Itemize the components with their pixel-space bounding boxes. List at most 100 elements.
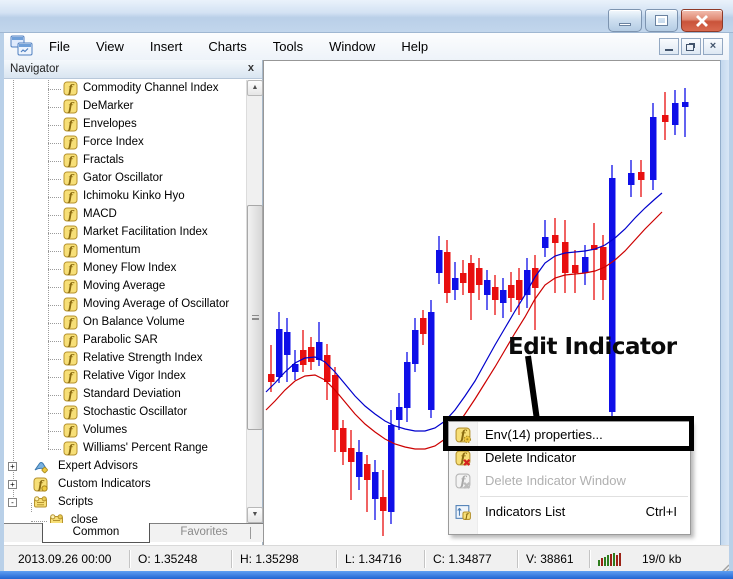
navigator-item[interactable]: f Momentum: [4, 242, 247, 260]
svg-text:f: f: [67, 389, 75, 402]
menu-bar: File View Insert Charts Tools Window Help ×: [4, 33, 729, 60]
menu-insert[interactable]: Insert: [149, 39, 183, 54]
tab-favorites[interactable]: Favorites: [180, 526, 228, 538]
navigator-item[interactable]: f Money Flow Index: [4, 260, 247, 278]
candle-body: [591, 245, 598, 250]
navigator-item[interactable]: f Fractals: [4, 152, 247, 170]
function-icon: f: [63, 405, 78, 420]
tree-child-guide-line: [31, 503, 32, 512]
navigator-item-close-script[interactable]: close: [4, 512, 247, 523]
tree-stub: [48, 269, 61, 270]
context-item-delete-indicator[interactable]: f Delete Indicator: [449, 447, 690, 470]
menu-help[interactable]: Help: [401, 39, 429, 54]
close-button[interactable]: [681, 9, 723, 32]
navigator-item[interactable]: f Force Index: [4, 134, 247, 152]
context-item-env-14-properties[interactable]: f Env(14) properties...: [449, 424, 690, 447]
high-price: H: 1.35298: [232, 549, 337, 568]
navigator-item[interactable]: f Volumes: [4, 422, 247, 440]
expert-advisors-icon: [33, 459, 48, 474]
child-restore-button[interactable]: [681, 38, 701, 55]
navigator-item[interactable]: f Commodity Channel Index: [4, 80, 247, 98]
svg-text:f: f: [67, 299, 75, 312]
menu-file[interactable]: File: [49, 39, 70, 54]
navigator-item[interactable]: f Gator Oscillator: [4, 170, 247, 188]
menu-view[interactable]: View: [95, 39, 124, 54]
navigator-item[interactable]: f Ichimoku Kinko Hyo: [4, 188, 247, 206]
child-close-button[interactable]: ×: [703, 38, 723, 55]
navigator-item[interactable]: f On Balance Volume: [4, 314, 247, 332]
function-icon: f: [63, 225, 78, 240]
tab-common[interactable]: Common: [42, 523, 150, 543]
tree-stub: [48, 125, 61, 126]
svg-text:f: f: [67, 317, 75, 330]
navigator-group-scripts[interactable]: - Scripts: [4, 494, 247, 512]
edit-indicator-annotation: Edit Indicator: [508, 334, 677, 360]
navigator-item[interactable]: f Moving Average: [4, 278, 247, 296]
window-bottom-edge: [0, 571, 733, 579]
tree-expander-icon[interactable]: +: [8, 462, 17, 471]
navigator-item[interactable]: f Moving Average of Oscillator: [4, 296, 247, 314]
candle-body: [508, 285, 515, 298]
scroll-up-icon[interactable]: ▲: [247, 80, 263, 96]
navigator-item[interactable]: f Market Facilitation Index: [4, 224, 247, 242]
svg-text:f: f: [67, 101, 75, 114]
navigator-item[interactable]: f Williams' Percent Range: [4, 440, 247, 458]
tree-expander-icon[interactable]: -: [8, 498, 17, 507]
menu-tools[interactable]: Tools: [272, 39, 304, 54]
bar-time: 2013.09.26 00:00: [4, 549, 130, 568]
tree-stub: [48, 251, 61, 252]
low-price: L: 1.34716: [337, 549, 425, 568]
window-right-edge: [720, 60, 729, 545]
candle-body: [316, 342, 323, 360]
function-icon: f: [63, 243, 78, 258]
tree-stub: [48, 449, 61, 450]
navigator-group-custom-indicators[interactable]: + f Custom Indicators: [4, 476, 247, 494]
navigator-header[interactable]: Navigator x: [4, 60, 262, 79]
candle-body: [420, 318, 427, 334]
navigator-close-icon[interactable]: x: [247, 62, 254, 74]
function-icon: f: [63, 81, 78, 96]
tree-stub: [48, 215, 61, 216]
function-icon: f: [63, 135, 78, 150]
candle-body: [332, 375, 339, 430]
svg-text:f: f: [67, 353, 75, 366]
navigator-item[interactable]: f MACD: [4, 206, 247, 224]
svg-text:f: f: [67, 137, 75, 150]
mdi-controls: ×: [659, 38, 723, 55]
menu-window[interactable]: Window: [329, 39, 376, 54]
scrollbar-thumb[interactable]: [247, 205, 263, 430]
function-icon: f: [63, 315, 78, 330]
tree-expander-icon[interactable]: +: [8, 480, 17, 489]
function-icon: f: [63, 171, 78, 186]
title-bar[interactable]: [0, 0, 733, 33]
maximize-button[interactable]: [645, 9, 678, 32]
child-minimize-button[interactable]: [659, 38, 679, 55]
navigator-item[interactable]: f Envelopes: [4, 116, 247, 134]
function-icon: f: [63, 261, 78, 276]
svg-text:f: f: [459, 474, 467, 488]
candle-body: [276, 329, 283, 377]
tree-stub: [48, 179, 61, 180]
menu-charts[interactable]: Charts: [208, 39, 247, 54]
scroll-down-icon[interactable]: ▼: [247, 507, 263, 523]
candle-body: [412, 330, 419, 364]
navigator-scrollbar[interactable]: ▲ ▼: [246, 80, 263, 523]
candle-body: [484, 280, 491, 295]
navigator-item[interactable]: f Relative Strength Index: [4, 350, 247, 368]
candle-body: [638, 172, 645, 180]
navigator-item[interactable]: f Stochastic Oscillator: [4, 404, 247, 422]
context-item-indicators-list[interactable]: f Indicators List Ctrl+I: [449, 501, 690, 524]
close-price: C: 1.34877: [425, 549, 518, 568]
candle-body: [444, 252, 451, 293]
candle-body: [340, 428, 347, 452]
candle-body: [292, 364, 299, 372]
navigator-item[interactable]: f Standard Deviation: [4, 386, 247, 404]
minimize-button[interactable]: [608, 9, 642, 32]
navigator-item[interactable]: f Parabolic SAR: [4, 332, 247, 350]
svg-text:f: f: [67, 209, 75, 222]
navigator-item[interactable]: f Relative Vigor Index: [4, 368, 247, 386]
svg-text:f: f: [67, 173, 75, 186]
navigator-item[interactable]: f DeMarker: [4, 98, 247, 116]
volume-histogram-icon: [598, 552, 621, 566]
navigator-group-expert-advisors[interactable]: + Expert Advisors: [4, 458, 247, 476]
